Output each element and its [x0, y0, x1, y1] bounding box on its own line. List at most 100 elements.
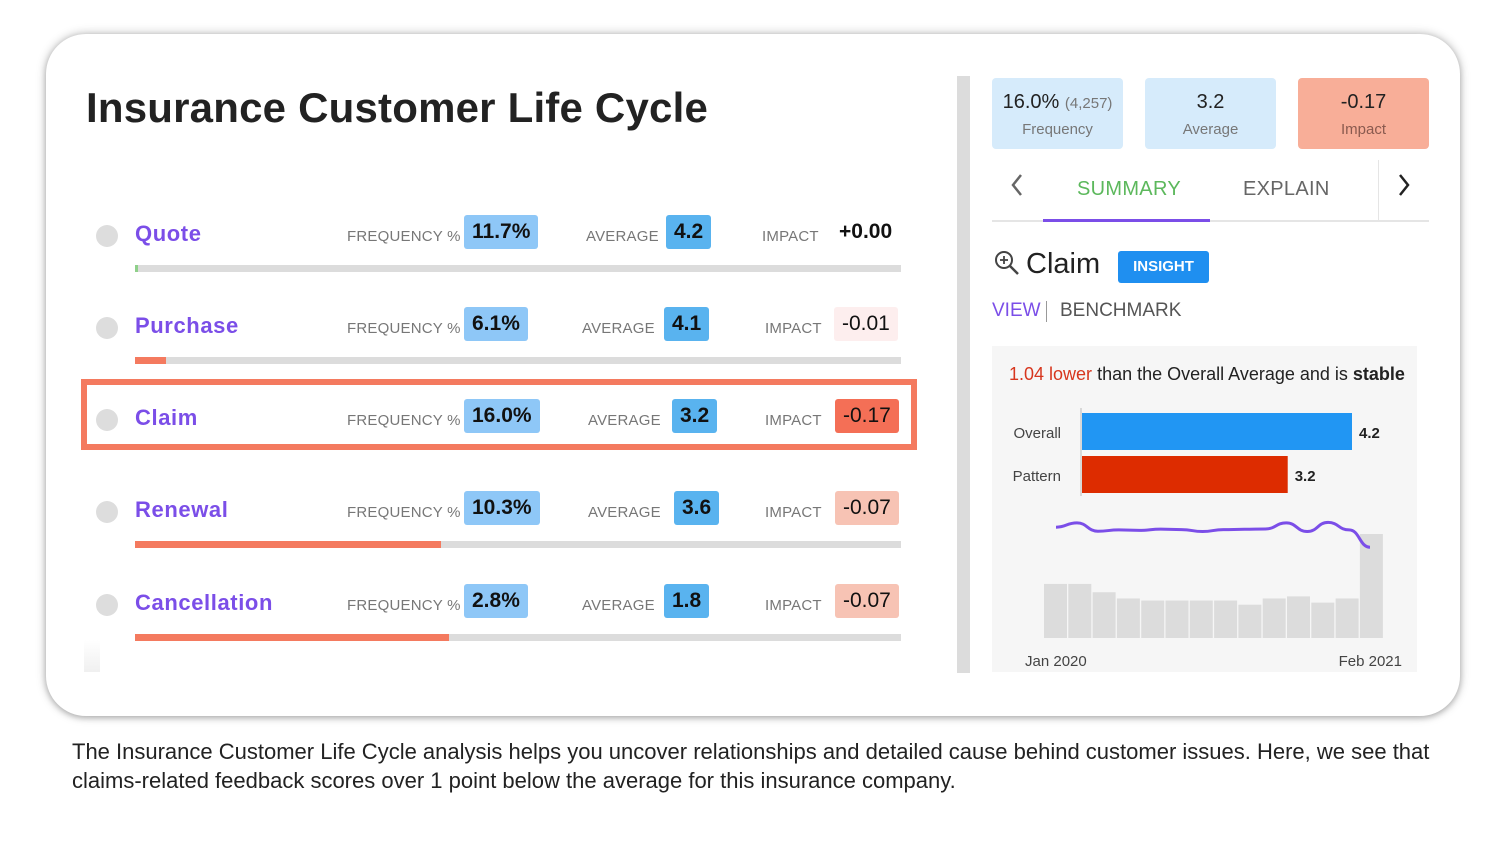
zoom-in-icon[interactable]: [994, 250, 1020, 276]
frequency-label: FREQUENCY %: [347, 228, 461, 245]
impact-value: -0.07: [835, 584, 899, 618]
volume-column: [1068, 583, 1092, 638]
stage-radio-button[interactable]: [96, 594, 118, 616]
average-value: 3.6: [674, 491, 720, 525]
volume-column: [1287, 596, 1310, 638]
stage-name[interactable]: Purchase: [135, 313, 239, 338]
stage-row-claim[interactable]: Claim FREQUENCY % 16.0% AVERAGE 3.2 IMPACT -0.…: [96, 399, 906, 465]
stage-radio-button[interactable]: [96, 317, 118, 339]
stage-name[interactable]: Renewal: [135, 497, 229, 522]
x-axis-end-label: Feb 2021: [1339, 653, 1402, 670]
impact-label: IMPACT: [765, 320, 822, 337]
stage-row-purchase[interactable]: Purchase FREQUENCY % 6.1% AVERAGE 4.1 IMPACT -…: [96, 307, 906, 373]
insight-delta: 1.04 lower: [1009, 364, 1093, 384]
frequency-metric-count: (4,257): [1064, 95, 1113, 112]
stage-progress-fill: [135, 541, 442, 548]
impact-label: IMPACT: [765, 597, 822, 614]
stage-progress-fill: [135, 357, 166, 364]
stage-name[interactable]: Claim: [135, 405, 198, 430]
frequency-label: FREQUENCY %: [347, 504, 461, 521]
stage-progress-track: [135, 265, 901, 272]
tab-summary[interactable]: SUMMARY: [1077, 178, 1181, 200]
stage-row-quote[interactable]: Quote FREQUENCY % 11.7% AVERAGE 4.2 IMPACT +0.…: [96, 215, 906, 281]
average-label: AVERAGE: [586, 228, 659, 245]
impact-metric-label: Impact: [1340, 121, 1386, 138]
stage-radio-button[interactable]: [96, 501, 118, 523]
frequency-label: FREQUENCY %: [347, 412, 461, 429]
bar-value-label: 3.2: [1295, 468, 1316, 485]
x-axis-start-label: Jan 2020: [1025, 653, 1087, 670]
average-metric-value: 3.2: [1196, 91, 1225, 113]
average-label: AVERAGE: [582, 597, 655, 614]
frequency-value: 6.1%: [464, 307, 528, 341]
impact-value: -0.07: [835, 491, 899, 525]
average-metric-card: 3.2 Average: [1145, 78, 1276, 149]
volume-column: [1214, 600, 1238, 638]
average-label: AVERAGE: [588, 504, 661, 521]
average-value: 4.2: [666, 215, 712, 249]
volume-column: [1189, 600, 1213, 638]
chevron-left-icon[interactable]: [1010, 172, 1024, 205]
impact-metric-card: -0.17 Impact: [1298, 78, 1429, 149]
comparison-bar-overall: [1082, 413, 1352, 450]
stage-progress-fill: [135, 265, 138, 272]
stage-radio-button[interactable]: [96, 225, 118, 247]
stage-name[interactable]: Quote: [135, 221, 202, 246]
average-label: AVERAGE: [582, 320, 655, 337]
average-label: AVERAGE: [588, 412, 661, 429]
impact-label: IMPACT: [762, 228, 819, 245]
trend-line: [1055, 520, 1371, 549]
comparison-bar-pattern: [1082, 456, 1288, 493]
frequency-value: 16.0%: [464, 399, 540, 433]
frequency-value: 11.7%: [464, 215, 539, 249]
impact-label: IMPACT: [765, 504, 822, 521]
stage-progress-fill: [135, 634, 450, 641]
stage-progress-track: [135, 357, 901, 364]
insight-trend-word: stable: [1352, 364, 1405, 384]
benchmark-link[interactable]: BENCHMARK: [1060, 300, 1182, 321]
impact-metric-value: -0.17: [1340, 91, 1387, 113]
frequency-metric-value-line: 16.0% (4,257): [992, 91, 1123, 114]
frequency-metric-card: 16.0% (4,257) Frequency: [992, 78, 1123, 149]
stage-progress-track: [135, 634, 901, 641]
selected-stage-highlight: [81, 379, 917, 450]
stage-row-renewal[interactable]: Renewal FREQUENCY % 10.3% AVERAGE 3.6 IMPACT -…: [96, 491, 906, 557]
tab-separator: [1378, 160, 1379, 222]
frequency-metric-label: Frequency: [1022, 121, 1093, 138]
active-tab-indicator: [1043, 219, 1210, 222]
frequency-value: 2.8%: [464, 584, 528, 618]
bar-value-label: 4.2: [1359, 425, 1380, 442]
insight-sentence: 1.04 lower than the Overall Average and …: [1009, 364, 1405, 385]
page-title: Insurance Customer Life Cycle: [86, 84, 708, 131]
frequency-metric-value: 16.0%: [1002, 91, 1060, 113]
volume-column: [1238, 604, 1262, 638]
frequency-label: FREQUENCY %: [347, 597, 461, 614]
stage-progress-track: [135, 541, 901, 548]
chevron-right-icon[interactable]: [1397, 172, 1411, 205]
average-value: 4.1: [664, 307, 710, 341]
insight-middle-text: than the Overall Average and is: [1092, 364, 1353, 384]
insight-title: Claim: [1026, 248, 1101, 280]
impact-value: +0.00: [839, 220, 893, 243]
tab-explain[interactable]: EXPLAIN: [1243, 178, 1330, 200]
volume-column: [1044, 583, 1067, 638]
volume-column: [1092, 592, 1116, 638]
average-value: 3.2: [672, 399, 718, 433]
volume-column: [1335, 598, 1359, 638]
panel-divider[interactable]: [957, 76, 970, 673]
stage-name[interactable]: Cancellation: [135, 590, 274, 615]
frequency-value: 10.3%: [464, 491, 540, 525]
impact-value: -0.17: [835, 399, 899, 433]
volume-column: [1311, 602, 1335, 638]
impact-value: -0.01: [834, 307, 898, 341]
insight-badge[interactable]: INSIGHT: [1118, 251, 1209, 283]
link-separator: [1046, 301, 1047, 322]
stage-row-cancellation[interactable]: Cancellation FREQUENCY % 2.8% AVERAGE 1.8 IMP…: [96, 584, 906, 650]
volume-column: [1141, 600, 1165, 638]
impact-label: IMPACT: [765, 412, 822, 429]
benchmark-chart: Overall 4.2 Pattern 3.2 Jan 2020 Feb 2021: [1013, 408, 1402, 670]
bar-category-label: Pattern: [1013, 468, 1061, 485]
view-link[interactable]: VIEW: [992, 300, 1041, 321]
bar-category-label: Overall: [1013, 425, 1061, 442]
stage-radio-button[interactable]: [96, 409, 118, 431]
